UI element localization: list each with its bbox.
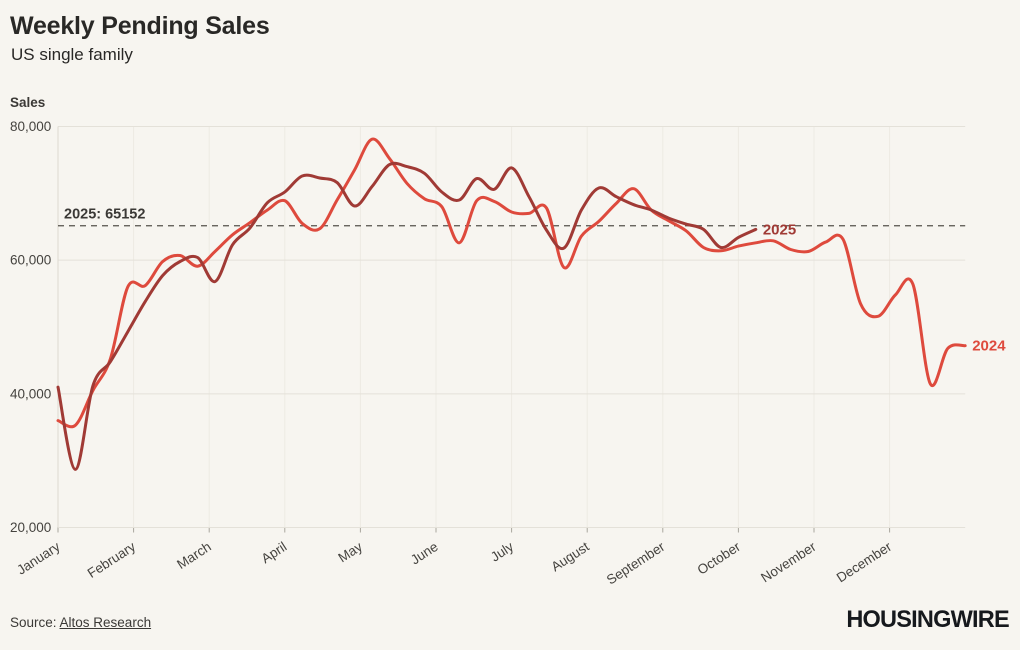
month-label: March [174,539,214,572]
month-label: December [834,539,895,586]
month-label: August [548,539,592,575]
month-label: May [335,539,365,566]
month-label: September [604,539,668,588]
source-prefix: Source: [10,615,60,630]
reference-label: 2025: 65152 [64,207,145,223]
month-label: November [758,539,819,586]
line-2024 [56,137,967,429]
month-label: October [695,539,744,578]
y-axis-title: Sales [10,95,46,110]
source-link[interactable]: Altos Research [59,615,152,630]
month-label: February [85,539,139,581]
page-subtitle: US single family [11,45,133,64]
housingwire-logo: HOUSINGWIRE [846,606,1009,633]
series-label-2024: 2024 [972,338,1006,355]
page-title: Weekly Pending Sales [10,12,270,40]
y-tick-label: 60,000 [10,253,51,268]
y-tick-label: 80,000 [10,119,51,134]
line-2025 [56,161,758,471]
month-label: January [14,539,63,578]
y-tick-label: 40,000 [10,386,51,401]
month-label: June [408,539,441,568]
month-label: April [259,539,290,566]
source-note: Source: Altos Research [10,615,151,630]
series-label-2025: 2025 [763,221,796,238]
month-label: July [488,539,517,565]
y-tick-label: 20,000 [10,520,51,535]
